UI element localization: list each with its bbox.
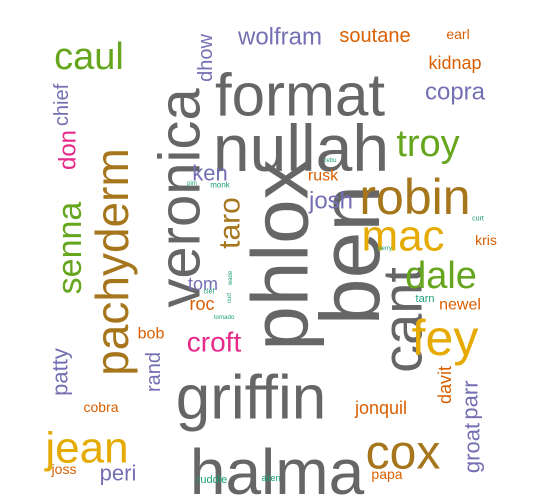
- cloud-word-ben: ben: [303, 185, 397, 325]
- cloud-word-cox: cox: [366, 427, 441, 480]
- cloud-word-perry: perry: [378, 246, 392, 252]
- cloud-word-rand: rand: [143, 352, 165, 392]
- cloud-word-jonquil: jonquil: [354, 398, 407, 418]
- cloud-word-jean: jean: [43, 424, 128, 473]
- cloud-word-newel: newel: [439, 297, 481, 314]
- cloud-word-don: don: [55, 130, 82, 170]
- cloud-word-dale: dale: [405, 255, 477, 297]
- cloud-word-phlox: phlox: [236, 159, 325, 350]
- cloud-word-rusk: rusk: [308, 168, 339, 185]
- cloud-word-davit: davit: [435, 366, 455, 404]
- cloud-word-curt: curt: [227, 293, 233, 303]
- cloud-word-groat: groat: [460, 423, 485, 473]
- cloud-word-papa: papa: [371, 466, 402, 482]
- cloud-word-soutane: soutane: [339, 25, 410, 47]
- cloud-word-mac: mac: [361, 212, 444, 261]
- cloud-word-roc: roc: [189, 294, 214, 314]
- cloud-word-format: format: [215, 62, 385, 129]
- cloud-word-dhow: dhow: [195, 34, 217, 82]
- cloud-word-copra: copra: [425, 79, 486, 106]
- cloud-word-fey: fey: [412, 310, 479, 366]
- cloud-word-kris: kris: [475, 232, 497, 248]
- cloud-word-cant: cant: [371, 267, 434, 373]
- cloud-word-parr: parr: [458, 380, 483, 419]
- cloud-word-wade: wade: [228, 270, 234, 286]
- cloud-word-veronica: veronica: [148, 88, 213, 308]
- cloud-word-bob: bob: [138, 326, 165, 343]
- cloud-word-tornado: tornado: [214, 315, 235, 321]
- cloud-word-clef: clef: [204, 289, 215, 296]
- cloud-word-troy: troy: [396, 123, 459, 165]
- cloud-word-ken: ken: [192, 161, 227, 186]
- cloud-word-pim: pim: [187, 181, 197, 187]
- cloud-word-curt: curt: [472, 216, 484, 223]
- cloud-word-griffin: griffin: [176, 364, 327, 433]
- cloud-word-peri: peri: [100, 461, 137, 486]
- cloud-word-monk: monk: [210, 181, 231, 190]
- cloud-word-kidnap: kidnap: [428, 53, 481, 73]
- cloud-word-zebu: zebu: [323, 158, 336, 164]
- cloud-word-pachyderm: pachyderm: [86, 148, 138, 376]
- cloud-word-wolfram: wolfram: [237, 24, 322, 51]
- cloud-word-joss: joss: [51, 461, 77, 477]
- cloud-word-caul: caul: [54, 36, 124, 78]
- cloud-word-earl: earl: [446, 26, 469, 42]
- cloud-word-senna: senna: [51, 202, 89, 295]
- cloud-word-tarn: tarn: [416, 293, 435, 305]
- cloud-word-alien: alien: [261, 473, 280, 483]
- cloud-word-cobra: cobra: [83, 399, 118, 415]
- cloud-word-robin: robin: [359, 169, 470, 225]
- cloud-word-halma: halma: [190, 436, 365, 501]
- cloud-word-patty: patty: [48, 348, 73, 396]
- cloud-word-nullah: nullah: [213, 111, 389, 185]
- cloud-word-taro: taro: [214, 197, 247, 249]
- cloud-word-ruddle: ruddle: [197, 474, 228, 486]
- cloud-word-chief: chief: [51, 83, 73, 126]
- cloud-word-tom: tom: [188, 274, 218, 294]
- cloud-word-croft: croft: [187, 327, 242, 358]
- cloud-word-josh: josh: [308, 188, 353, 215]
